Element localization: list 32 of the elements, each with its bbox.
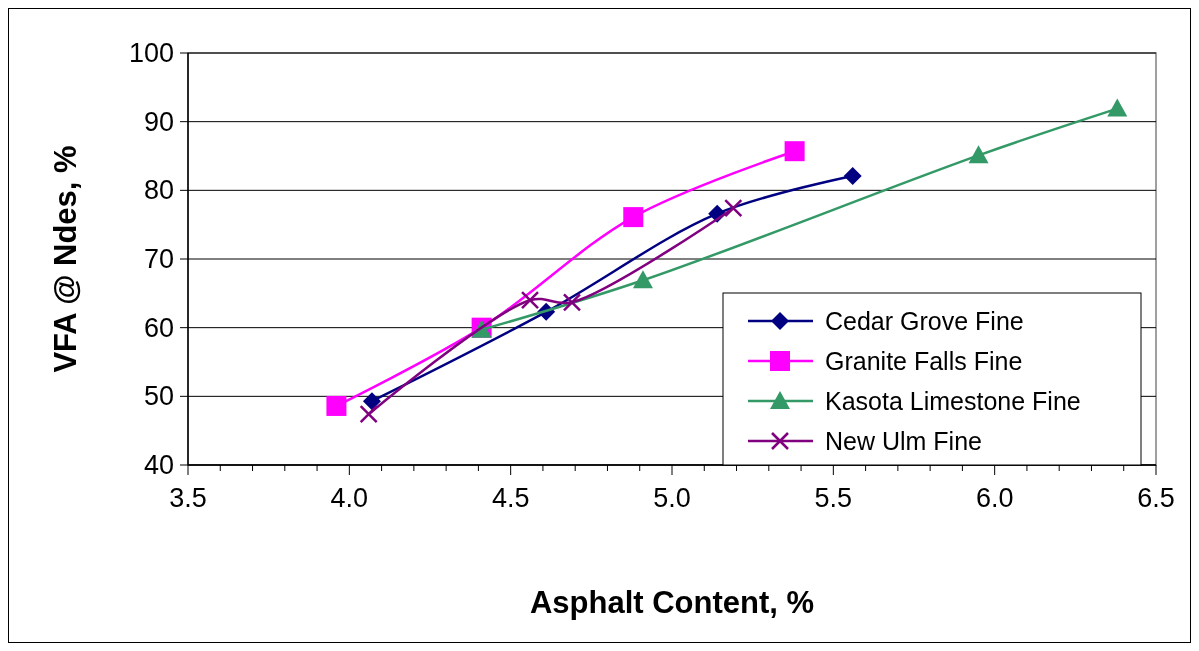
legend-label: Granite Falls Fine — [825, 347, 1023, 375]
text: 5.0 — [653, 483, 691, 513]
x-tick-label: 3.5 — [169, 483, 207, 513]
y-axis-title: VFA @ Ndes, % — [48, 145, 83, 373]
point — [623, 207, 644, 228]
y-tick-label: 80 — [143, 175, 174, 206]
point — [784, 141, 805, 162]
point — [520, 290, 540, 310]
point — [359, 404, 378, 424]
point — [632, 270, 653, 289]
y-tick-label: 100 — [128, 38, 174, 68]
text: 4.0 — [330, 483, 369, 513]
point — [562, 293, 582, 312]
point — [1107, 98, 1128, 117]
y-tick-label: 50 — [143, 381, 174, 412]
x-tick-label: 6.5 — [1137, 483, 1175, 513]
x-tick-label: 5.5 — [814, 483, 853, 513]
point — [968, 145, 989, 164]
y-tick-label: 90 — [143, 106, 174, 137]
y-tick-label: 60 — [143, 312, 174, 343]
legend-label: New Ulm Fine — [825, 427, 982, 455]
y-tick-label: 70 — [143, 244, 174, 274]
x-axis-title: Asphalt Content, % — [529, 585, 815, 620]
point — [362, 392, 381, 411]
legend-label: Cedar Grove Fine — [825, 307, 1024, 335]
point — [724, 198, 743, 218]
x-tick-label: 4.5 — [491, 483, 530, 513]
point — [843, 166, 862, 185]
y-tick-label: 40 — [143, 450, 174, 480]
text: 6.0 — [975, 483, 1014, 513]
point — [326, 395, 347, 416]
legend-label: Kasota Limestone Fine — [825, 387, 1081, 415]
